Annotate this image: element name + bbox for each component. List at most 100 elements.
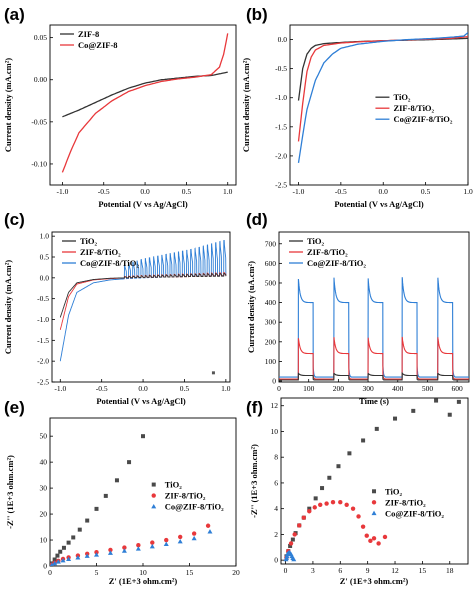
x-tick-label: 20 xyxy=(232,568,240,577)
data-point xyxy=(114,478,119,483)
x-tick-label: 0 xyxy=(284,566,288,575)
data-point xyxy=(107,550,113,555)
series-line xyxy=(59,272,227,318)
panel-label: (b) xyxy=(246,5,268,24)
legend-entry: TiO₂ xyxy=(375,92,411,102)
legend-label: Co@ZIF-8/TiO₂ xyxy=(385,508,444,518)
data-point xyxy=(350,506,356,511)
x-tick-label: -1.0 xyxy=(54,384,66,393)
series-line xyxy=(279,371,469,381)
legend-label: ZIF-8 xyxy=(78,29,99,39)
data-point xyxy=(393,416,398,421)
data-point xyxy=(66,540,71,545)
y-tick-label: 6 xyxy=(274,478,278,487)
legend-entry: Co@ZIF-8/TiO₂ xyxy=(289,258,366,268)
legend-label: Co@ZIF-8 xyxy=(78,40,118,50)
data-point xyxy=(149,543,155,549)
y-tick-label: -2.0 xyxy=(37,357,49,366)
legend-label: ZIF-8/TiO₂ xyxy=(307,247,348,257)
chart-panel-d: 0 100 200 300 400 500 600 700 600 500 400 300 200 100… xyxy=(246,210,470,406)
data-point xyxy=(164,537,169,543)
legend-marker xyxy=(372,489,377,494)
data-point xyxy=(135,546,141,551)
data-point xyxy=(292,532,297,537)
data-point xyxy=(374,426,379,431)
data-point xyxy=(127,460,132,465)
plot-frame xyxy=(49,24,237,186)
y-axis-label: -Z'' (1E+3 ohm.cm²) xyxy=(249,444,259,518)
y-tick-label: 0 xyxy=(274,556,278,565)
plot-area xyxy=(283,398,461,562)
data-point xyxy=(368,538,373,544)
data-point xyxy=(75,555,81,560)
data-point xyxy=(205,523,211,528)
x-tick-label: 0.5 xyxy=(421,187,431,196)
legend-entry: ZIF-8 xyxy=(60,29,99,39)
y-tick-label: -0.05 xyxy=(31,117,47,126)
x-tick-label: 1.0 xyxy=(221,384,231,393)
data-point xyxy=(361,438,366,443)
x-tick-label: 400 xyxy=(392,384,404,393)
x-axis-label: Z' (1E+3 ohm.cm²) xyxy=(109,576,178,586)
legend-marker xyxy=(371,510,377,516)
data-point xyxy=(336,464,341,469)
data-point xyxy=(347,451,352,456)
x-tick-label: 3 xyxy=(311,566,315,575)
data-point xyxy=(58,549,63,554)
y-tick-label: 40 xyxy=(40,458,48,467)
legend-label: Co@ZIF-8/TiO₂ xyxy=(393,114,452,124)
x-tick-label: 9 xyxy=(366,566,370,575)
data-point xyxy=(338,500,343,505)
x-tick-label: 5 xyxy=(95,568,99,577)
legend-entry: TiO₂ xyxy=(372,486,403,496)
data-point xyxy=(371,536,377,541)
data-point xyxy=(84,553,90,558)
x-tick-label: 15 xyxy=(419,566,427,575)
x-axis-label: Time (s) xyxy=(359,396,389,406)
x-tick-label: 0.0 xyxy=(379,187,389,196)
series-line xyxy=(297,32,468,163)
data-point xyxy=(207,529,213,534)
y-tick-label: -1.0 xyxy=(37,315,49,324)
y-tick-label: 200 xyxy=(265,337,277,346)
legend-label: ZIF-8/TiO₂ xyxy=(80,247,121,257)
y-tick-label: 8 xyxy=(274,453,278,462)
y-tick-label: 12 xyxy=(271,401,279,410)
legend-label: TiO₂ xyxy=(307,236,324,246)
y-tick-label: 100 xyxy=(265,357,277,366)
legend-marker xyxy=(151,493,156,498)
data-point xyxy=(318,502,323,508)
data-point xyxy=(177,538,183,544)
legend-label: Co@ZIF-8/TiO₂ xyxy=(165,502,224,512)
x-tick-label: 0.0 xyxy=(138,384,148,393)
data-point xyxy=(121,548,127,553)
legend-label: TiO₂ xyxy=(80,236,97,246)
annotation-marker xyxy=(211,371,215,375)
y-tick-label: 0 xyxy=(272,377,276,386)
plot-area xyxy=(279,277,469,381)
data-point xyxy=(297,523,302,528)
y-tick-label: 4 xyxy=(274,504,278,513)
chart-panel-a: -1.0 -0.5 0.0 0.5 1.0 0.05 0.00 -0.05 -0.10 Poten… xyxy=(3,5,237,209)
plot-area xyxy=(61,33,229,173)
y-tick-label: -0.5 xyxy=(275,64,287,73)
y-tick-label: 0.05 xyxy=(34,33,47,42)
data-point xyxy=(290,537,295,542)
x-axis-label: Potential (V vs Ag/AgCl) xyxy=(98,199,187,209)
data-point xyxy=(456,399,461,404)
chart-panel-e: 0 5 10 15 20 0 10 20 30 40 50 Z' (1E+3 ohm.cm²) -Z''… xyxy=(4,398,240,586)
y-tick-label: 1.0 xyxy=(40,232,50,241)
series-points xyxy=(284,398,461,559)
legend-entry: ZIF-8/TiO₂ xyxy=(151,491,206,501)
x-tick-label: 500 xyxy=(422,384,434,393)
y-tick-label: -0.5 xyxy=(37,294,49,303)
data-point xyxy=(307,506,312,511)
y-tick-label: 0.5 xyxy=(40,253,50,262)
data-point xyxy=(288,541,294,546)
data-point xyxy=(356,514,361,519)
data-point xyxy=(376,541,381,546)
data-point xyxy=(364,533,369,538)
data-point xyxy=(141,434,145,439)
data-point xyxy=(61,545,66,550)
data-point xyxy=(60,557,66,563)
